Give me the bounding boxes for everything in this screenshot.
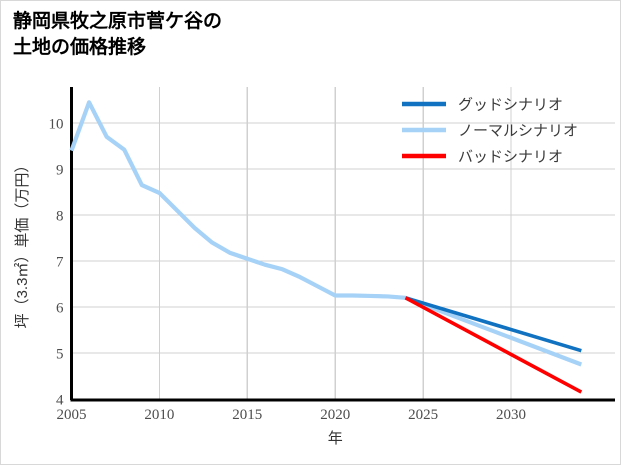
chart-title: 静岡県牧之原市菅ケ谷の 土地の価格推移 — [13, 11, 223, 58]
series-line-2 — [404, 296, 583, 394]
axis-lines — [70, 87, 615, 402]
legend-label-2: バッドシナリオ — [458, 150, 563, 166]
x-tick-labels: 2005 2010 2015 2020 2025 2030 — [57, 407, 527, 423]
y-tick-label: 4 — [56, 393, 64, 409]
y-tick-label: 9 — [56, 163, 64, 179]
x-axis-title: 年 — [328, 430, 343, 447]
x-tick-label: 2025 — [408, 407, 438, 423]
y-axis-title: 坪（3.3㎡）単価（万円） — [14, 158, 31, 329]
x-tick-label: 2010 — [144, 407, 174, 423]
series-line-0 — [405, 296, 582, 353]
axis-titles: 年 坪（3.3㎡）単価（万円） — [14, 158, 343, 447]
legend-label-1: ノーマルシナリオ — [458, 124, 578, 140]
data-series-group — [69, 100, 583, 394]
y-tick-label: 8 — [56, 209, 64, 225]
x-tick-label: 2015 — [232, 407, 262, 423]
y-tick-label: 7 — [56, 255, 64, 271]
x-tick-label: 2005 — [57, 407, 87, 423]
series-line-1 — [69, 100, 583, 367]
x-tick-label: 2030 — [496, 407, 526, 423]
x-tick-label: 2020 — [320, 407, 350, 423]
legend-label-0: グッドシナリオ — [458, 97, 563, 114]
y-tick-label: 10 — [49, 117, 64, 133]
y-tick-label: 6 — [56, 301, 64, 317]
y-tick-label: 5 — [56, 347, 64, 363]
y-tick-labels: 4 5 6 7 8 9 10 — [49, 117, 65, 409]
x-gridlines — [70, 87, 512, 399]
